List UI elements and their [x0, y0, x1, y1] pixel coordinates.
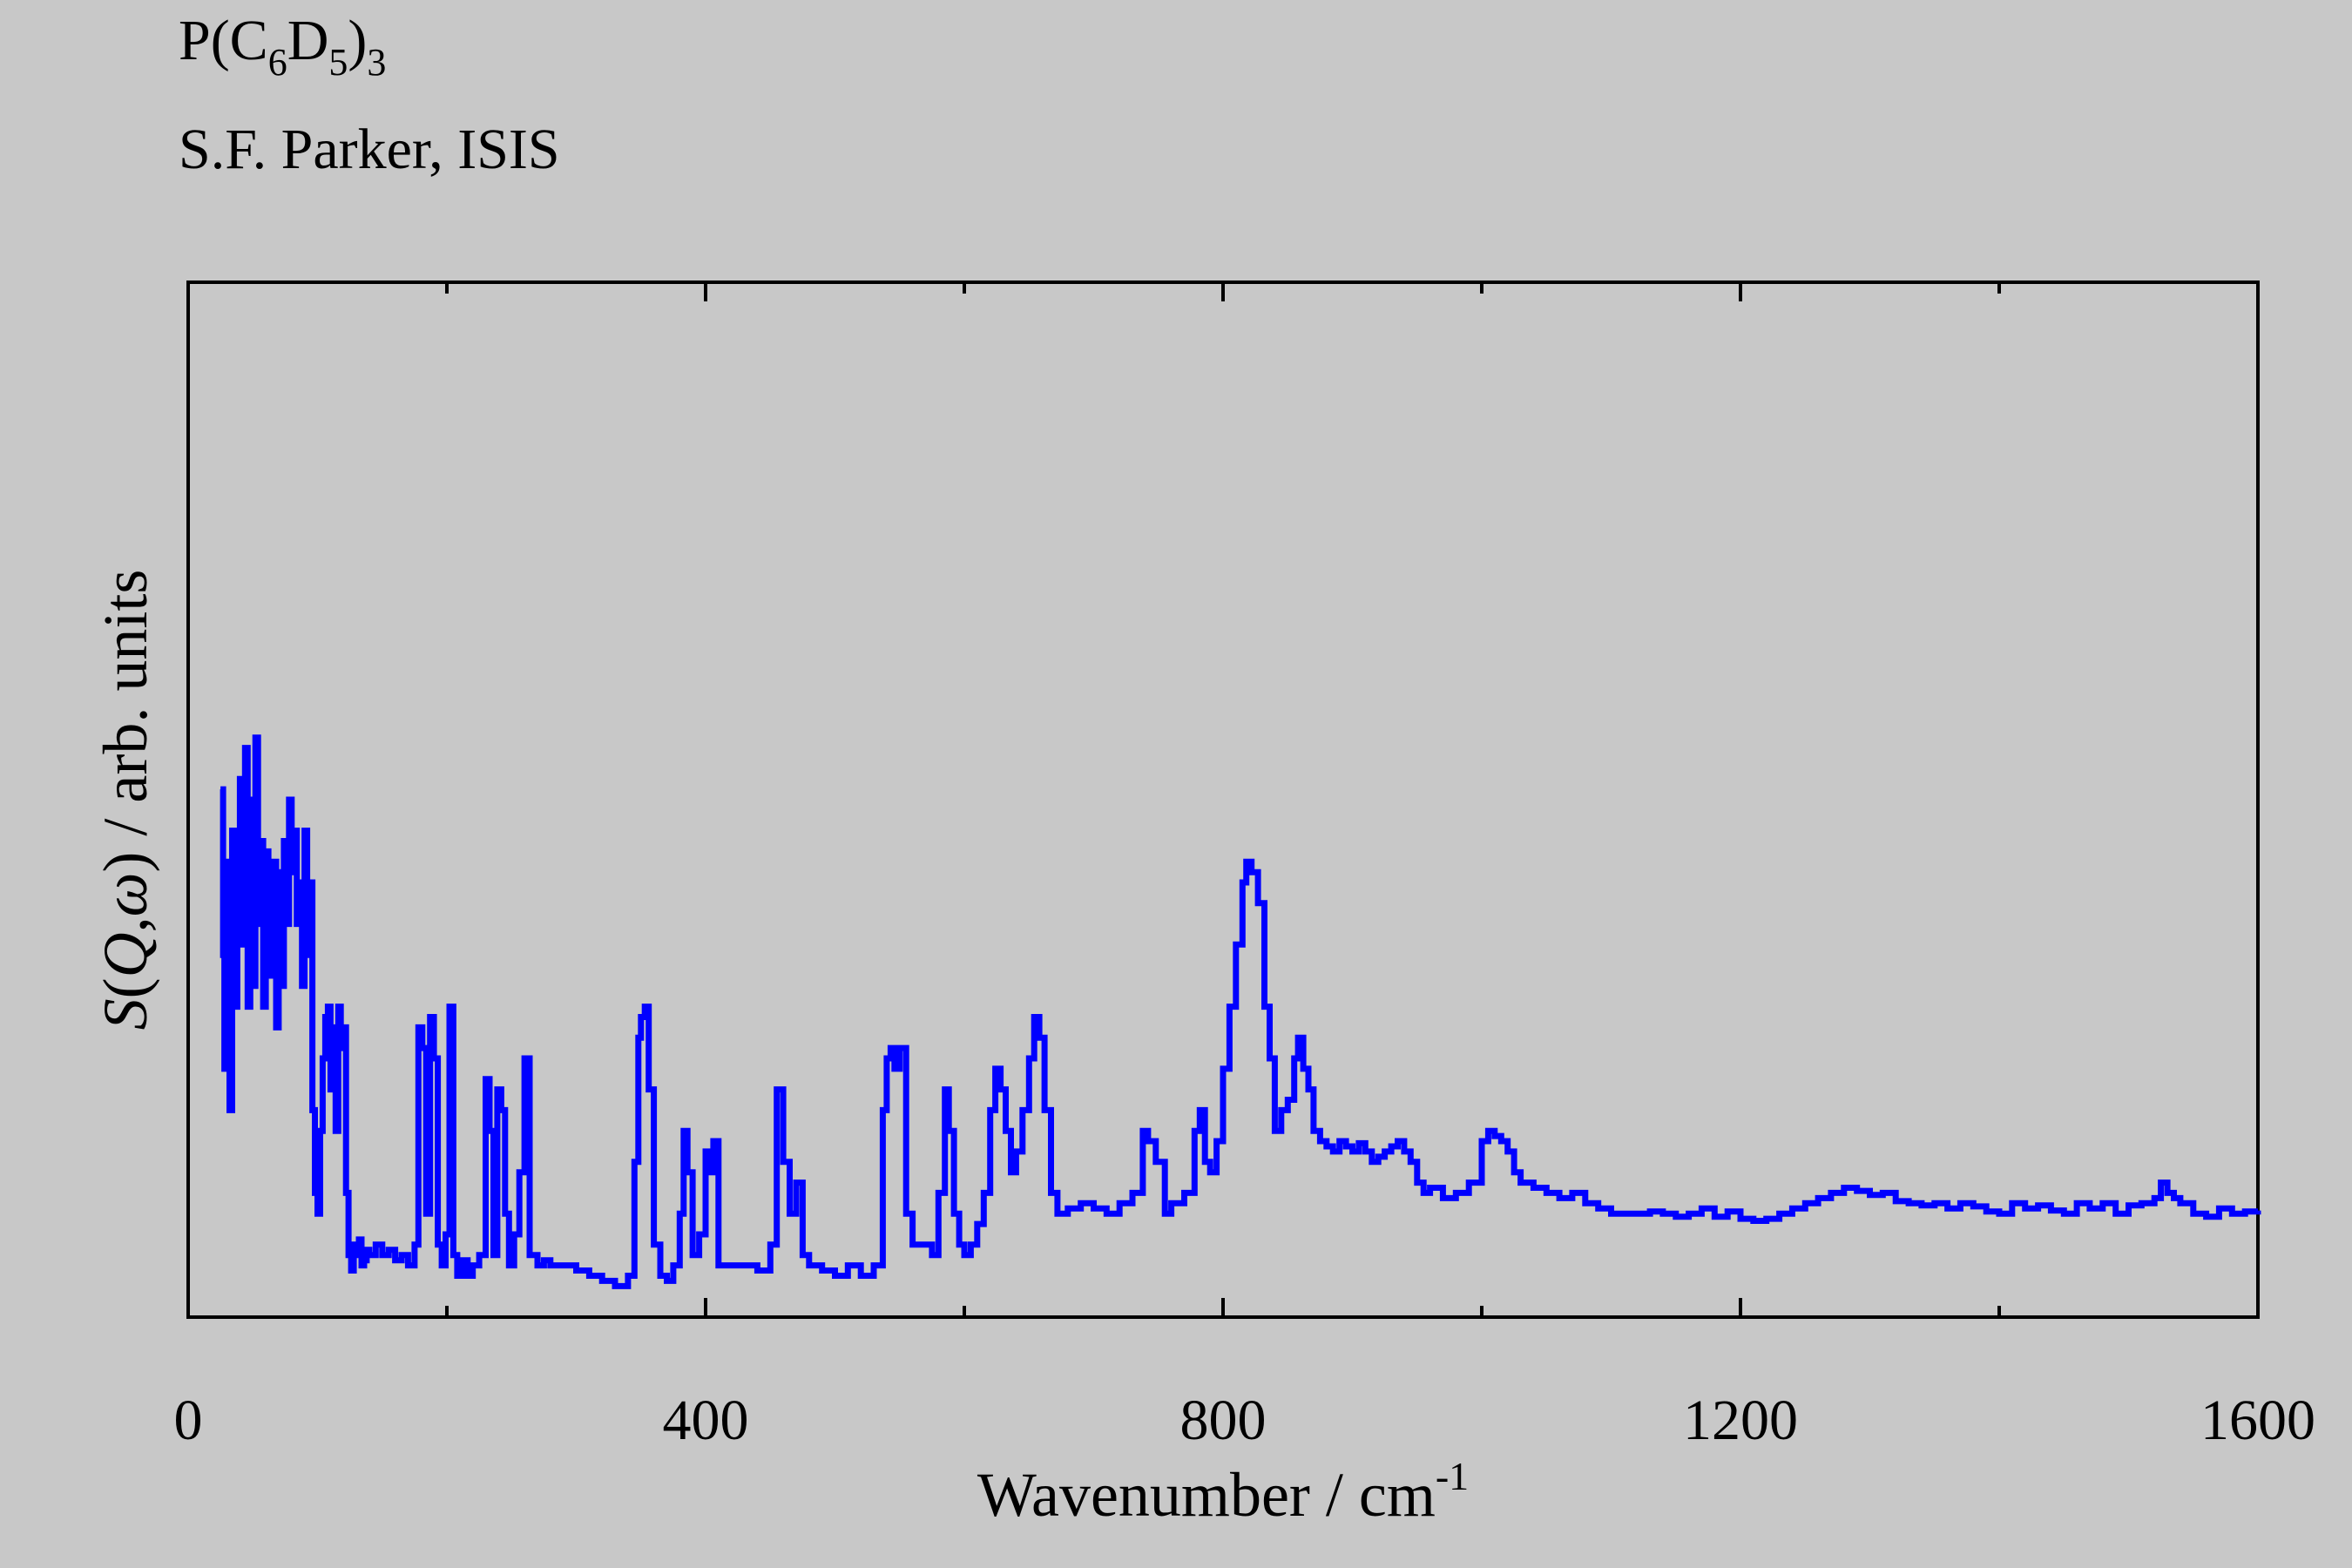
x-tick-label-400: 400 [663, 1389, 749, 1452]
y-axis-label-comma: , [91, 916, 160, 932]
y-axis-label-s: S [91, 998, 160, 1030]
formula-part-p: P(C [179, 9, 268, 72]
spectrum-line [220, 734, 2261, 1289]
x-ticks [186, 282, 2260, 1317]
y-axis-label-omega: ω [91, 873, 160, 917]
formula-sub-6: 6 [268, 41, 287, 84]
x-tick-label-1200: 1200 [1683, 1389, 1798, 1452]
formula-part-close: ) [348, 9, 367, 72]
x-tick-label-1600: 1600 [2200, 1389, 2315, 1452]
y-axis-label-paren-close: ) [91, 852, 160, 873]
y-axis-label-paren-open: ( [91, 977, 160, 998]
formula-title: P(C6D5)3 [179, 9, 386, 84]
formula-sub-3: 3 [367, 41, 386, 84]
x-tick-label-0: 0 [174, 1389, 203, 1452]
x-axis-label-sup: -1 [1436, 1454, 1469, 1498]
x-tick-labels: 0 400 800 1200 1600 [174, 1389, 2316, 1452]
author-label: S.F. Parker, ISIS [179, 118, 560, 181]
y-axis-label-q: Q [91, 932, 160, 977]
formula-part-d: D [287, 9, 329, 72]
x-tick-label-800: 800 [1180, 1389, 1267, 1452]
y-axis-label: S(Q,ω) / arb. units [91, 570, 160, 1031]
y-axis-label-rest: / arb. units [91, 570, 160, 852]
x-axis-label-main: Wavenumber / cm [977, 1460, 1436, 1530]
formula-sub-5: 5 [328, 41, 348, 84]
x-axis-label: Wavenumber / cm-1 [977, 1454, 1469, 1530]
